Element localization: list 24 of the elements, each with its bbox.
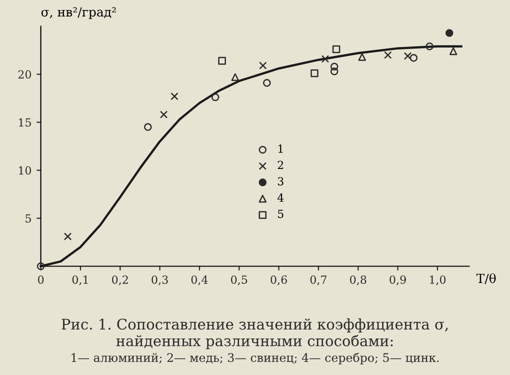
y-axis-title: σ, нв²/град² — [41, 7, 116, 20]
y-tick-label: 20 — [18, 70, 32, 79]
x-tick-label: 0,1 — [72, 275, 88, 286]
x-tick-label: 0,9 — [390, 275, 406, 286]
x-tick-label: 0,5 — [231, 275, 248, 286]
x-tick-label: 0 — [38, 275, 44, 284]
x-tick-label: 1,0 — [430, 275, 446, 286]
y-tick-label: 5 — [26, 214, 31, 223]
text: 1— алюминий; 2— медь; 3— свинец; 4— серебро; 5— цинк. — [72, 352, 439, 364]
x-tick-label: 0,4 — [191, 275, 208, 286]
x-tick-label: 0,6 — [270, 275, 287, 286]
legend-label: 2 — [278, 160, 284, 170]
x-tick-label: 0,3 — [152, 275, 168, 286]
x-tick-label: 0,7 — [310, 275, 326, 286]
legend-label: 5 — [278, 210, 284, 218]
legend-label: 1 — [278, 144, 283, 153]
x-axis-title: T/θ — [476, 273, 496, 284]
text: Рис. 1. Сопоставление значений коэффициента σ, найденных различными способами: — [62, 318, 448, 350]
legend-label: 4 — [277, 193, 284, 202]
y-tick-label: 10 — [18, 166, 32, 175]
legend-label: 3 — [278, 177, 284, 186]
x-tick-label: 0,8 — [350, 275, 366, 286]
x-tick-label: 0,2 — [112, 275, 128, 286]
y-tick-label: 15 — [18, 118, 31, 127]
